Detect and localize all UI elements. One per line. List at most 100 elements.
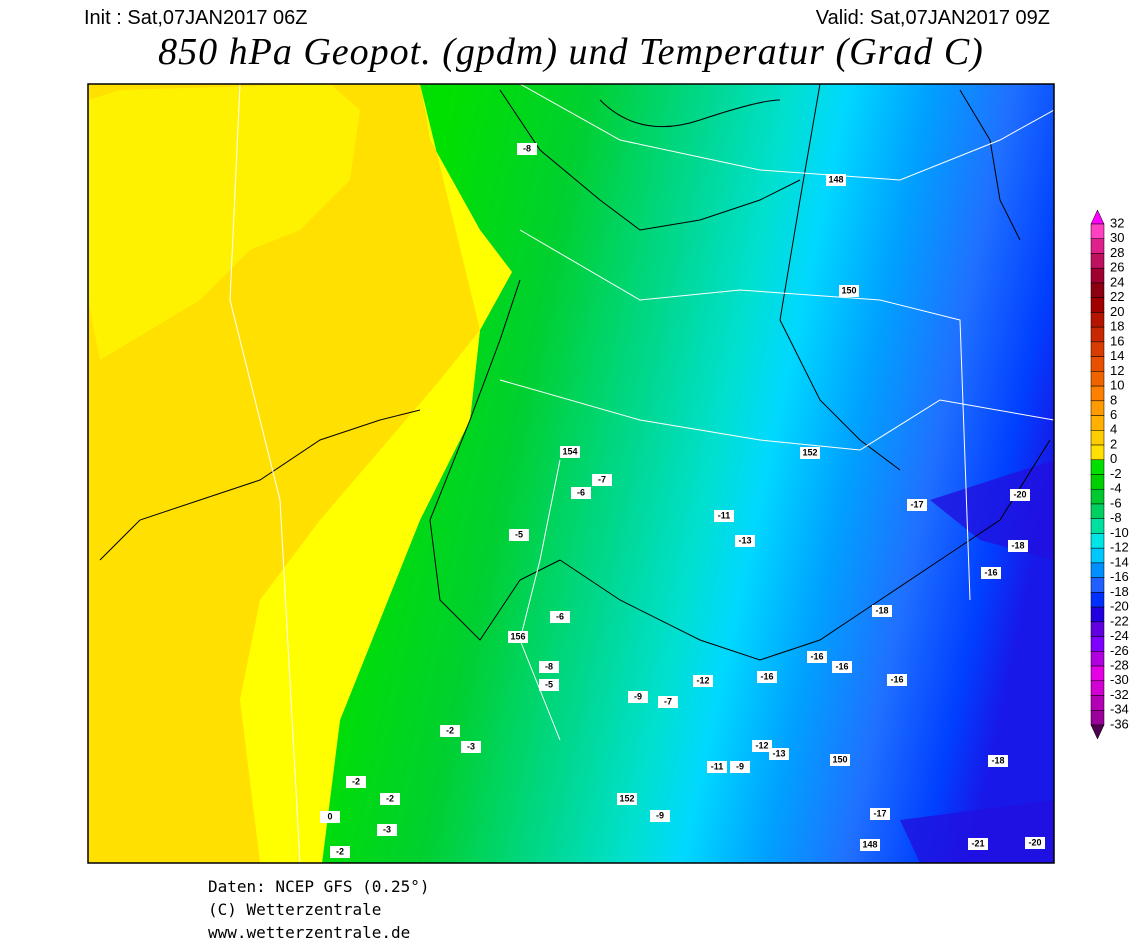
colorbar-label: 32 [1110,215,1124,230]
colorbar-label: 12 [1110,363,1124,378]
colorbar-band [1090,710,1105,726]
map-label: -2 [446,725,454,735]
colorbar-label: -22 [1110,613,1129,628]
label-box [707,761,727,773]
label-box [860,839,880,851]
colorbar-band [1090,371,1105,387]
colorbar-band [1090,326,1105,343]
colorbar-label: -10 [1110,525,1129,540]
map-label: -16 [890,674,903,684]
colorbar-band [1090,385,1105,402]
map-label: -13 [772,748,785,758]
map-label: -11 [718,510,731,520]
map-label: -5 [545,679,553,689]
map-label: -11 [711,761,724,771]
map-label: -6 [577,487,585,497]
colorbar-band [1090,592,1105,608]
label-box [461,741,481,753]
map-label: -16 [984,567,997,577]
colorbar-arrow [1090,209,1105,225]
map-label: -18 [875,605,888,615]
map-label: -20 [1028,837,1041,847]
colorbar-band [1090,400,1105,416]
label-box [988,755,1008,767]
label-box [592,474,612,486]
map-label: -3 [467,741,475,751]
colorbar-band [1090,341,1105,357]
colorbar-band [1090,695,1105,711]
colorbar-band [1090,267,1105,284]
map-label: 150 [832,754,847,764]
map-label: -16 [760,671,773,681]
map-label: 148 [862,839,877,849]
label-box [320,811,340,823]
colorbar-label: -18 [1110,584,1129,599]
colorbar-band [1090,636,1105,652]
map-label: -13 [738,535,751,545]
colorbar-label: 10 [1110,378,1124,393]
colorbar-label: -16 [1110,569,1129,584]
colorbar-band [1090,651,1105,667]
map-frame [87,83,1055,864]
colorbar-band [1090,577,1105,593]
colorbar-label: 16 [1110,333,1124,348]
colorbar-band [1090,312,1105,328]
colorbar-label: -32 [1110,687,1129,702]
map-label: -9 [634,691,642,701]
colorbar-label: 18 [1110,319,1124,334]
label-box [870,808,890,820]
map-area [88,84,1054,863]
map-label: -8 [545,661,553,671]
label-box [730,761,750,773]
colorbar-band [1090,253,1105,269]
colorbar-label: 24 [1110,274,1124,289]
label-box [693,675,713,687]
map-label: -2 [386,793,394,803]
colorbar-label: 2 [1110,436,1117,451]
label-box [650,810,670,822]
colorbar: 32302826242220181614121086420-2-4-6-8-10… [1090,209,1129,740]
colorbar-label: -24 [1110,628,1129,643]
label-box [872,605,892,617]
colorbar-label: -4 [1110,481,1122,496]
map-label: 152 [802,447,817,457]
colorbar-band [1090,238,1105,254]
colorbar-band [1090,297,1105,313]
colorbar-band [1090,415,1105,431]
label-box [735,535,755,547]
label-box [380,793,400,805]
map-label: -18 [991,755,1004,765]
map-label: 152 [619,793,634,803]
map-label: -12 [755,740,768,750]
map-label: 156 [510,631,525,641]
map-label: -12 [696,675,709,685]
label-box [839,285,859,297]
label-box [832,661,852,673]
label-box [1025,837,1045,849]
map-label: -7 [664,696,672,706]
colorbar-band [1090,680,1105,696]
colorbar-label: -26 [1110,643,1129,658]
colorbar-label: -6 [1110,495,1122,510]
colorbar-label: 8 [1110,392,1117,407]
label-box [658,696,678,708]
map-label: -20 [1013,489,1026,499]
label-box [539,661,559,673]
colorbar-label: 28 [1110,245,1124,260]
map-label: -17 [873,808,886,818]
colorbar-band [1090,533,1105,549]
map-label: -7 [598,474,606,484]
map-label: -2 [336,846,344,856]
colorbar-label: -28 [1110,657,1129,672]
label-box [377,824,397,836]
colorbar-band [1090,503,1105,519]
colorbar-band [1090,459,1105,475]
colorbar-arrow [1090,724,1105,740]
label-box [1010,489,1030,501]
map-label: 148 [828,174,843,184]
map-label: -8 [523,143,531,153]
footer-line: Daten: NCEP GFS (0.25°) [208,877,430,896]
